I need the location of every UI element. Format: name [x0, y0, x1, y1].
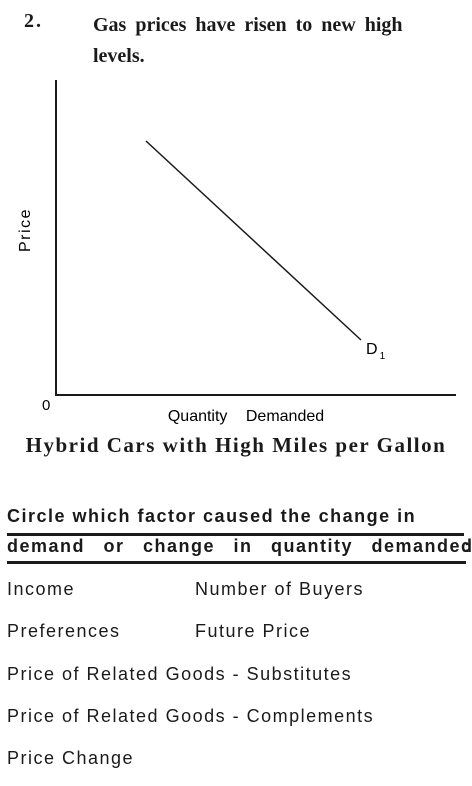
origin-label: 0	[42, 397, 50, 414]
option-substitutes[interactable]: Price of Related Goods - Substitutes	[7, 664, 353, 684]
question-number: 2.	[24, 10, 43, 32]
option-number-of-buyers[interactable]: Number of Buyers	[195, 579, 365, 599]
option-future-price[interactable]: Future Price	[195, 621, 312, 641]
question-text: Gas prices have risen to new high levels…	[93, 14, 403, 67]
instruction-line-1: Circle which factor caused the change in	[7, 506, 417, 526]
option-preferences[interactable]: Preferences	[7, 621, 121, 641]
y-axis-label: Price	[17, 208, 34, 252]
instruction-colon: :	[464, 536, 472, 556]
curve-label-subscript: 1	[380, 351, 386, 362]
instruction-underline-1	[7, 533, 464, 536]
graph-caption: Hybrid Cars with High Miles per Gallon	[25, 433, 447, 457]
option-income[interactable]: Income	[7, 579, 76, 599]
x-axis-label: Quantity Demanded	[168, 408, 324, 425]
instruction-underline-2	[7, 561, 466, 564]
curve-label-main: D	[366, 341, 378, 358]
option-price-change[interactable]: Price Change	[7, 748, 135, 768]
demand-curve-d1	[145, 140, 362, 341]
option-complements[interactable]: Price of Related Goods - Complements	[7, 706, 375, 726]
instruction-line-2: demand or change in quantity demanded	[7, 536, 472, 556]
